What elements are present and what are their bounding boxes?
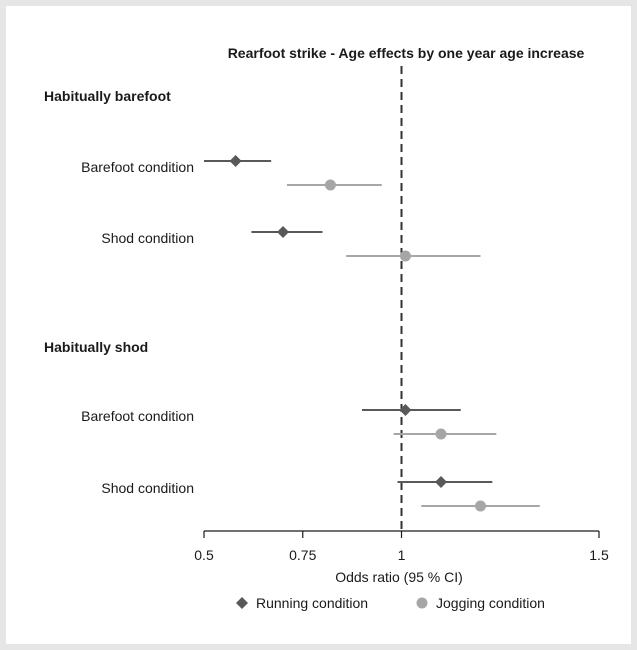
x-axis-title: Odds ratio (95 % CI)	[335, 569, 463, 585]
row-label: Shod condition	[101, 230, 194, 246]
chart-title: Rearfoot strike - Age effects by one yea…	[228, 45, 585, 61]
running-point	[435, 476, 447, 488]
row-label: Shod condition	[101, 480, 194, 496]
group-label: Habitually barefoot	[44, 88, 171, 104]
legend-label: Running condition	[256, 595, 368, 611]
row-labels: Habitually barefoot Barefoot condition Sho…	[44, 88, 194, 496]
data-marks	[204, 155, 540, 512]
running-point	[399, 404, 412, 416]
legend: Running condition Jogging condition	[236, 595, 545, 611]
jogging-point	[399, 250, 411, 262]
x-tick-label: 0.5	[194, 547, 214, 563]
x-tick-label: 0.75	[289, 547, 316, 563]
jogging-point	[475, 500, 486, 512]
running-legend-marker	[236, 597, 248, 609]
x-axis: 0.5 0.75 1 1.5	[194, 530, 609, 563]
forest-plot: Rearfoot strike - Age effects by one yea…	[44, 45, 609, 611]
x-tick-label: 1.5	[589, 547, 609, 563]
group-label: Habitually shod	[44, 339, 148, 355]
running-point	[229, 155, 242, 167]
row-label: Barefoot condition	[81, 408, 194, 424]
jogging-point	[435, 428, 447, 440]
jogging-legend-marker	[416, 597, 428, 609]
running-point	[277, 226, 289, 238]
jogging-point	[324, 179, 336, 191]
row-label: Barefoot condition	[81, 159, 194, 175]
chart-card: Rearfoot strike - Age effects by one yea…	[6, 6, 631, 644]
x-tick-label: 1	[398, 547, 406, 563]
legend-label: Jogging condition	[436, 595, 545, 611]
